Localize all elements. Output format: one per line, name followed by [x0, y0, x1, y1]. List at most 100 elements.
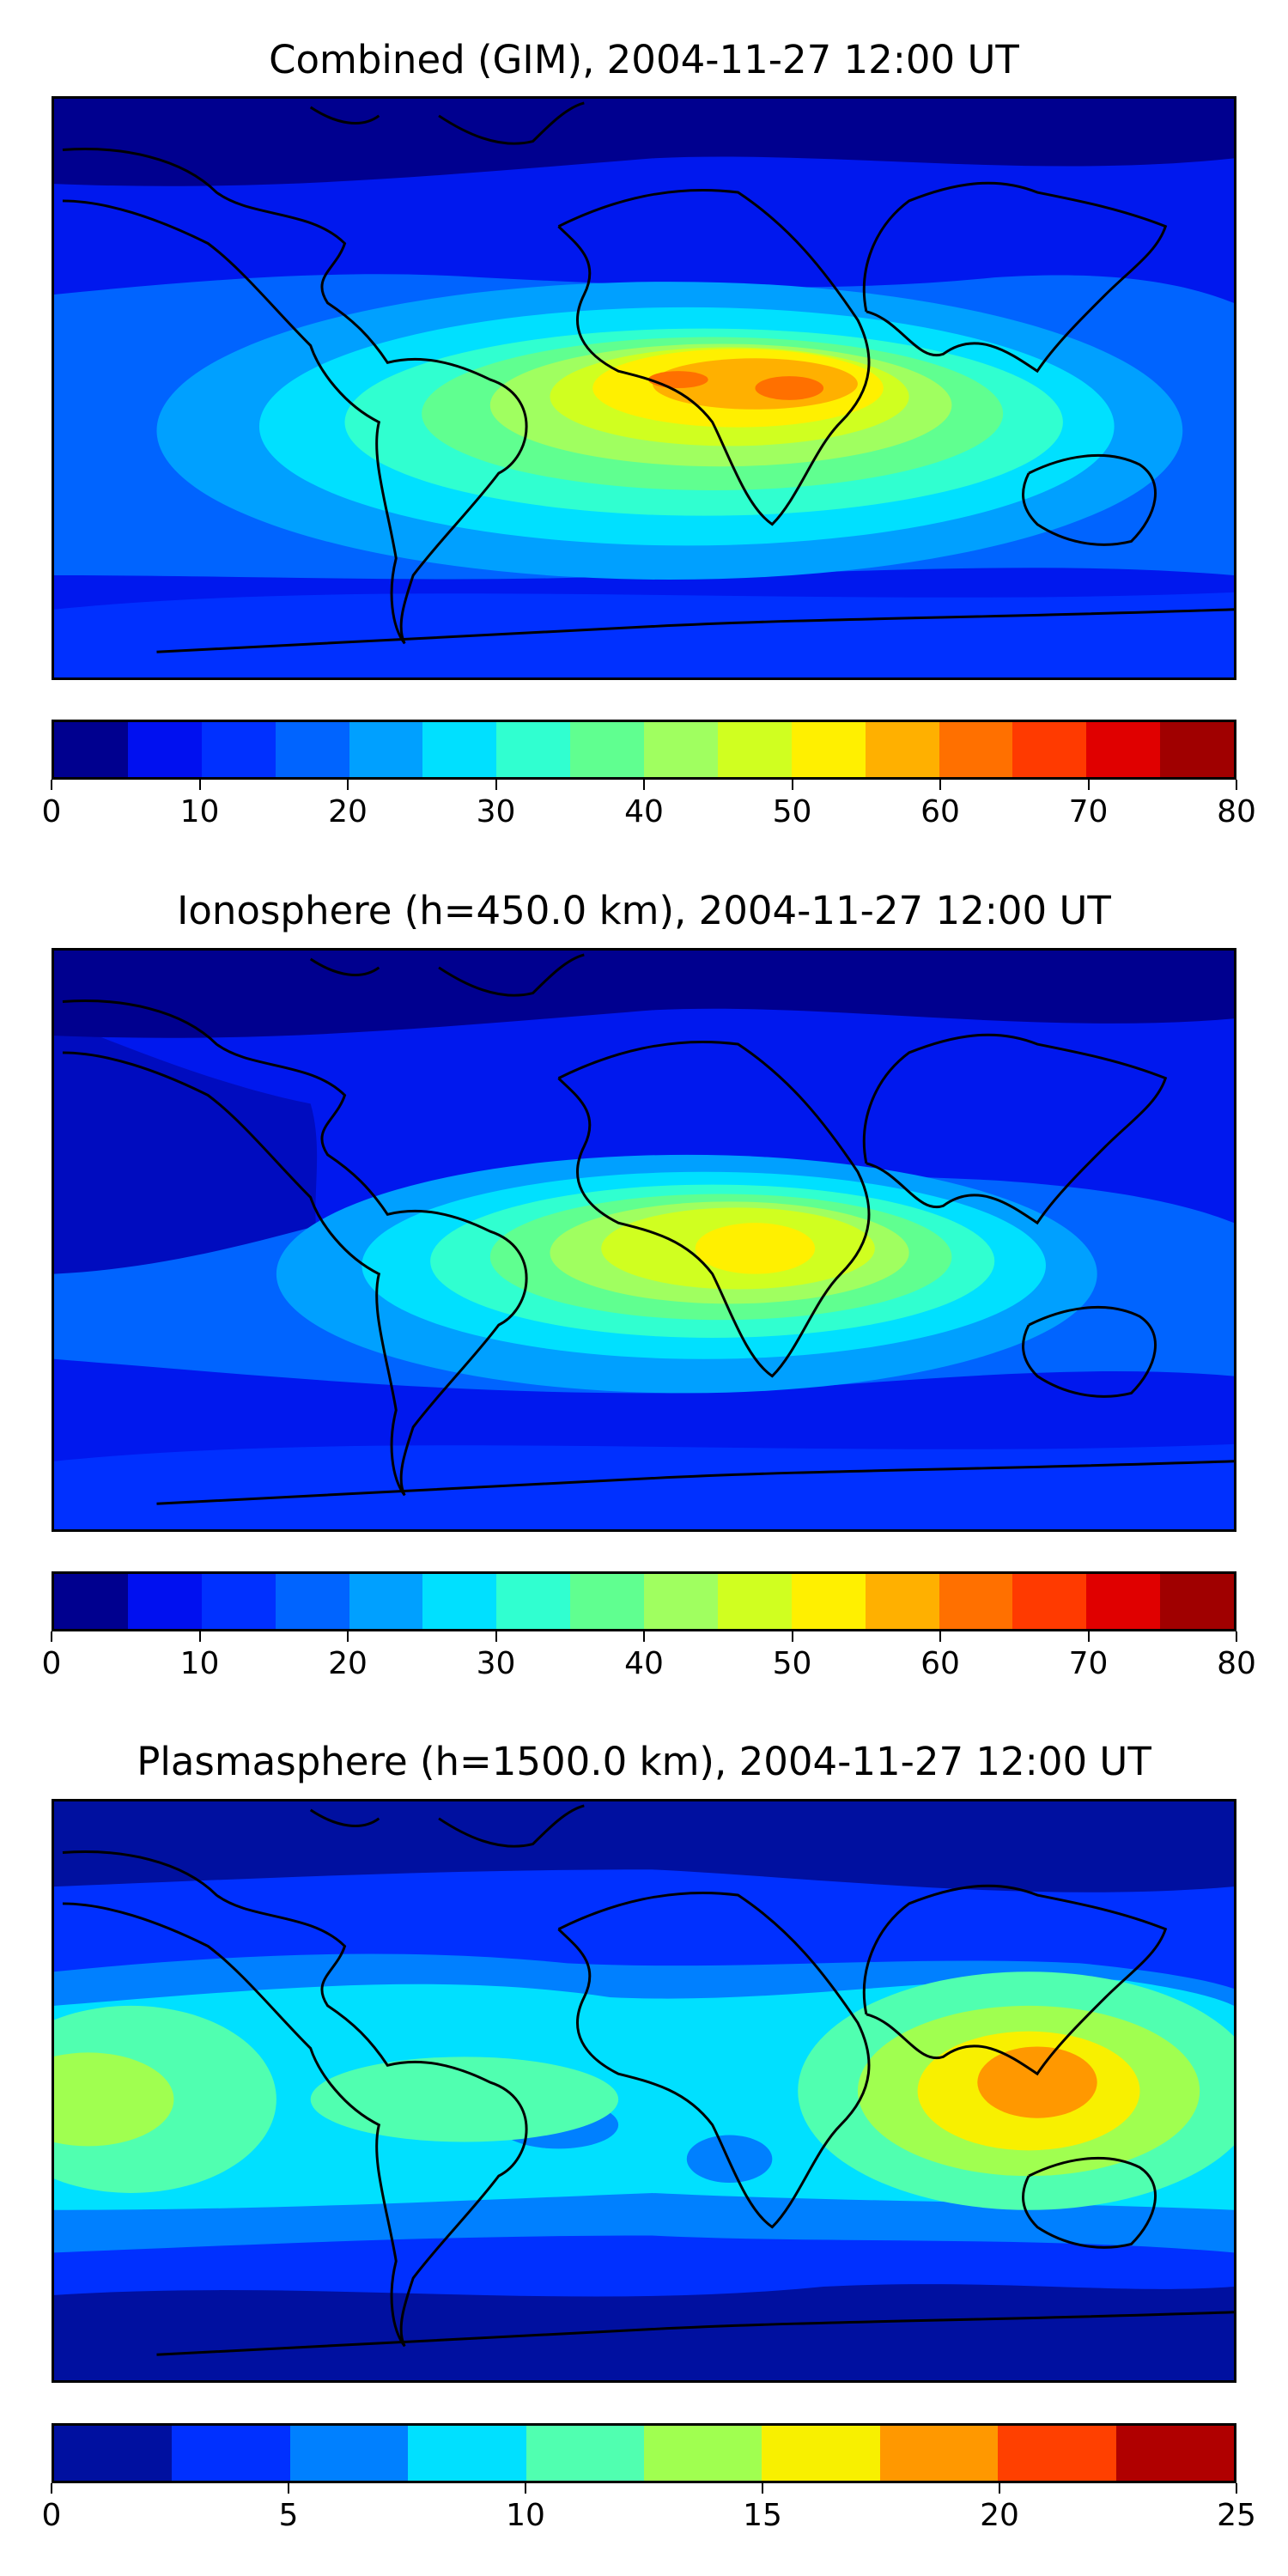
colorbar-tick-label: 30 [476, 1646, 516, 1681]
colorbar-tick [643, 1631, 645, 1642]
colorbar-tick-label: 20 [328, 1646, 368, 1681]
colorbar-segment [54, 1574, 128, 1629]
colorbar-segment [289, 2426, 409, 2481]
colorbar-tick [939, 780, 941, 790]
colorbar-segment [54, 2426, 173, 2481]
colorbar-combined [52, 720, 1236, 780]
colorbar-segment [496, 1574, 571, 1629]
colorbar-tick-label: 80 [1217, 1646, 1256, 1681]
colorbar-tick-label: 20 [328, 794, 368, 829]
colorbar-segment [879, 2426, 999, 2481]
colorbar-tick-label: 80 [1217, 794, 1256, 829]
colorbar-tick-label: 70 [1068, 794, 1109, 829]
colorbar-ticks-plasmasphere: 0 5 10 15 20 25 [42, 2483, 1256, 2535]
colorbar-segment [644, 1574, 718, 1629]
colorbar-segment [1012, 1574, 1087, 1629]
colorbar-segment [1086, 1574, 1161, 1629]
colorbar-tick [762, 2483, 763, 2494]
colorbar-tick-label: 0 [41, 794, 62, 829]
colorbar-tick-label: 60 [920, 1646, 960, 1681]
colorbar-tick-label: 10 [506, 2498, 545, 2533]
colorbar-segment [644, 2426, 762, 2481]
colorbar-tick [1236, 1631, 1237, 1642]
colorbar-tick [999, 2483, 1000, 2494]
colorbar-segment [939, 1574, 1013, 1629]
colorbar-tick [198, 780, 201, 790]
colorbar-tick [51, 2483, 52, 2494]
colorbar-segment [172, 2426, 290, 2481]
colorbar-segment [422, 722, 497, 777]
colorbar-tick [347, 1631, 349, 1642]
colorbar-ticks-combined: 0 10 20 30 40 50 60 70 80 [42, 780, 1256, 831]
colorbar-segment [349, 722, 423, 777]
colorbar-segment [998, 2426, 1116, 2481]
colorbar-tick-label: 0 [41, 2498, 62, 2533]
colorbar-ticks-ionosphere: 0 10 20 30 40 50 60 70 80 [42, 1631, 1256, 1683]
colorbar-tick-label: 40 [624, 1646, 664, 1681]
colorbar-segment [570, 722, 644, 777]
colorbar-tick-label: 60 [920, 794, 960, 829]
colorbar-tick-label: 70 [1068, 1646, 1109, 1681]
colorbar-tick-label: 50 [772, 1646, 812, 1681]
colorbar-segment [496, 722, 571, 777]
map-plasmasphere [52, 1799, 1236, 2383]
colorbar-plasmasphere [52, 2423, 1236, 2483]
colorbar-segment [201, 722, 276, 777]
colorbar-tick [51, 780, 52, 790]
colorbar-tick-label: 25 [1217, 2498, 1256, 2533]
colorbar-segment [791, 1574, 866, 1629]
colorbar-tick [495, 780, 497, 790]
colorbar-segment [570, 1574, 644, 1629]
colorbar-segment [349, 1574, 423, 1629]
colorbar-segment [939, 722, 1013, 777]
colorbar-segment [791, 722, 866, 777]
colorbar-tick-label: 15 [743, 2498, 782, 2533]
colorbar-segment [1160, 722, 1234, 777]
colorbar-segment [127, 722, 202, 777]
colorbar-segment [865, 722, 939, 777]
colorbar-segment [526, 2426, 645, 2481]
colorbar-segment [1086, 722, 1161, 777]
panel-title-ionosphere: Ionosphere (h=450.0 km), 2004-11-27 12:0… [177, 888, 1111, 933]
colorbar-tick [791, 1631, 793, 1642]
colorbar-segment [275, 722, 349, 777]
colorbar-tick [495, 1631, 497, 1642]
panel-title-plasmasphere: Plasmasphere (h=1500.0 km), 2004-11-27 1… [137, 1739, 1151, 1784]
colorbar-tick [939, 1631, 941, 1642]
colorbar-tick-label: 5 [278, 2498, 299, 2533]
colorbar-segment [762, 2426, 880, 2481]
colorbar-segment [1115, 2426, 1235, 2481]
colorbar-tick-label: 20 [980, 2498, 1019, 2533]
colorbar-segment [422, 1574, 497, 1629]
colorbar-tick-label: 30 [476, 794, 516, 829]
colorbar-tick-label: 50 [772, 794, 812, 829]
map-combined [52, 96, 1236, 680]
colorbar-segment [408, 2426, 526, 2481]
colorbar-tick [1236, 2483, 1237, 2494]
colorbar-tick [198, 1631, 201, 1642]
colorbar-segment [1012, 722, 1087, 777]
colorbar-segment [201, 1574, 276, 1629]
colorbar-segment [865, 1574, 939, 1629]
colorbar-segment [717, 722, 792, 777]
colorbar-tick-label: 40 [624, 794, 664, 829]
colorbar-segment [275, 1574, 349, 1629]
colorbar-tick [1236, 780, 1237, 790]
colorbar-tick [525, 2483, 526, 2494]
colorbar-ionosphere [52, 1571, 1236, 1631]
colorbar-tick [288, 2483, 289, 2494]
colorbar-segment [127, 1574, 202, 1629]
colorbar-segment [1160, 1574, 1234, 1629]
colorbar-tick-label: 10 [179, 1646, 220, 1681]
colorbar-tick [347, 780, 349, 790]
colorbar-tick-label: 0 [41, 1646, 62, 1681]
colorbar-segment [644, 722, 718, 777]
colorbar-tick-label: 10 [179, 794, 220, 829]
panel-title-combined: Combined (GIM), 2004-11-27 12:00 UT [269, 37, 1019, 82]
colorbar-segment [54, 722, 128, 777]
colorbar-tick [51, 1631, 52, 1642]
colorbar-tick [791, 780, 793, 790]
colorbar-tick [643, 780, 645, 790]
colorbar-segment [717, 1574, 792, 1629]
colorbar-tick [1087, 1631, 1090, 1642]
